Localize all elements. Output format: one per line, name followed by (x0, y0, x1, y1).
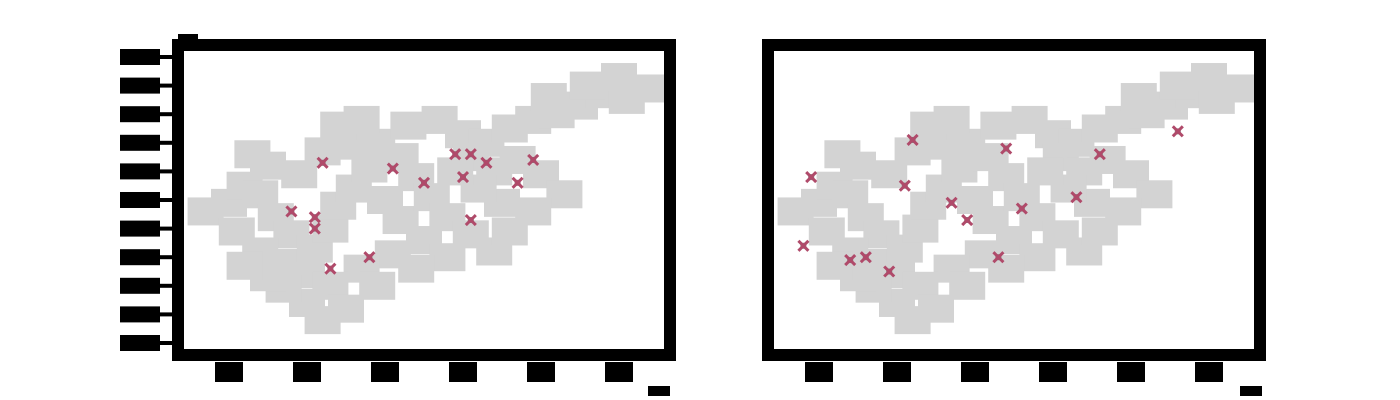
chart-panel-right (768, 45, 1262, 396)
background-point (429, 243, 465, 271)
background-points-left (188, 63, 669, 334)
background-point (632, 74, 668, 102)
y-tick-mark (120, 163, 160, 179)
x-tick-mark (1039, 362, 1067, 382)
highlight-point (806, 172, 816, 182)
x-axis-ticks-left (215, 362, 633, 382)
x-tick-mark (883, 362, 911, 382)
x-axis-ticks-right (805, 362, 1223, 382)
background-point (1191, 63, 1227, 91)
highlight-point (513, 178, 523, 188)
background-point (531, 83, 567, 111)
y-tick-mark (120, 135, 160, 151)
y-tick-mark (120, 335, 160, 351)
x-tick-mark (293, 362, 321, 382)
background-point (328, 295, 364, 323)
background-point (1160, 72, 1196, 100)
x-axis-offset-marker-right (1240, 386, 1262, 396)
background-point (1027, 157, 1063, 185)
y-tick-mark (120, 49, 160, 65)
background-point (1082, 217, 1118, 245)
background-point (1136, 180, 1172, 208)
background-point (398, 255, 434, 283)
y-tick-mark (120, 249, 160, 265)
y-axis-offset-marker-left (178, 34, 198, 42)
background-point (1222, 74, 1258, 102)
background-point (601, 63, 637, 91)
y-tick-mark (120, 278, 160, 294)
x-tick-mark (527, 362, 555, 382)
background-point (492, 217, 528, 245)
highlight-point (962, 215, 972, 225)
background-point (390, 112, 426, 140)
background-point (824, 140, 860, 168)
background-point (1121, 83, 1157, 111)
background-point (359, 272, 395, 300)
background-point (570, 72, 606, 100)
background-point (1019, 243, 1055, 271)
y-tick-mark (120, 306, 160, 322)
background-point (988, 255, 1024, 283)
y-tick-mark (120, 106, 160, 122)
background-point (227, 252, 263, 280)
x-tick-mark (1117, 362, 1145, 382)
chart-panel-left (120, 34, 670, 396)
highlight-point (798, 241, 808, 251)
x-tick-mark (371, 362, 399, 382)
background-point (344, 106, 380, 134)
x-axis-offset-marker-left (648, 386, 670, 396)
background-point (546, 180, 582, 208)
y-tick-mark (120, 192, 160, 208)
x-tick-mark (1195, 362, 1223, 382)
highlight-point (1173, 126, 1183, 136)
background-point (918, 295, 954, 323)
background-point (949, 272, 985, 300)
x-tick-mark (215, 362, 243, 382)
background-point (980, 112, 1016, 140)
x-tick-mark (961, 362, 989, 382)
x-tick-mark (449, 362, 477, 382)
y-tick-mark (120, 221, 160, 237)
background-point (934, 106, 970, 134)
background-point (234, 140, 270, 168)
x-tick-mark (805, 362, 833, 382)
x-tick-mark (605, 362, 633, 382)
y-axis-ticks-left (120, 49, 178, 351)
y-tick-mark (120, 78, 160, 94)
background-points-right (778, 63, 1259, 334)
